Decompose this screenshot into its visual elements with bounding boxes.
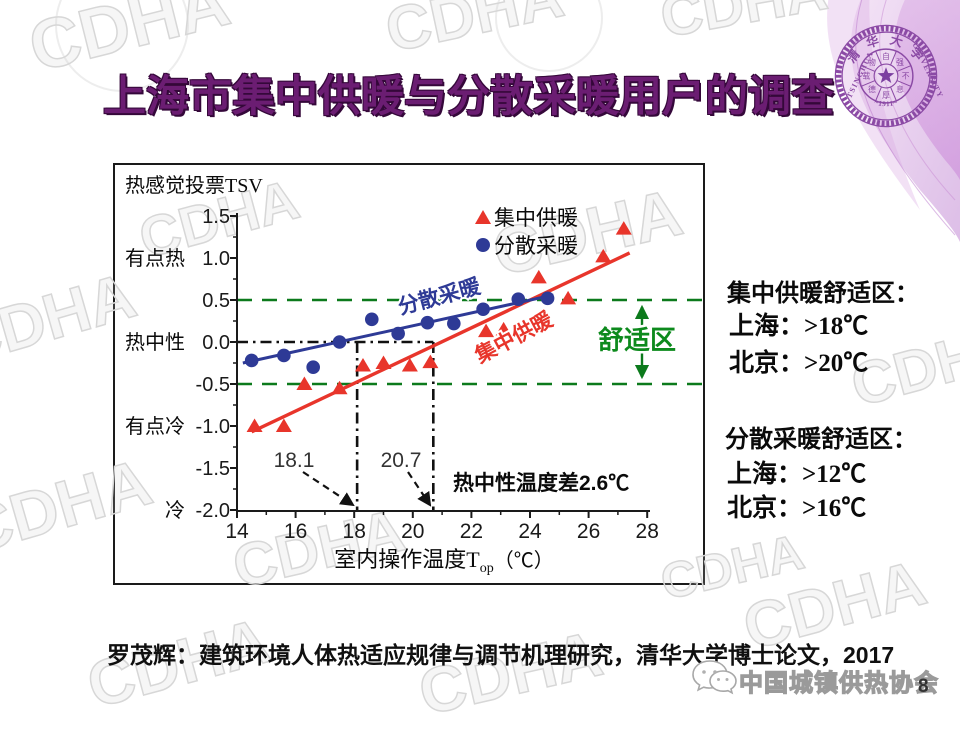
seal-rope-ring <box>835 25 937 127</box>
svg-text:载: 载 <box>862 71 870 81</box>
x-tick-label: 20 <box>401 520 424 543</box>
citation-text: 罗茂辉：建筑环境人体热适应规律与调节机理研究，清华大学博士论文，2017 <box>107 642 895 668</box>
y-tick-label: 1.5 <box>202 206 230 228</box>
svg-text:物: 物 <box>868 57 876 67</box>
seal-year: ~1911~ <box>873 98 898 108</box>
distributed-comfort-heading: 分散采暖舒适区： <box>725 427 917 453</box>
svg-text:自: 自 <box>882 51 890 61</box>
series-points-centralized <box>246 221 632 432</box>
centralized-comfort-beijing: 北京：>20℃ <box>729 350 869 377</box>
seal-spokes <box>861 51 911 101</box>
pointer-arrow-20 <box>407 471 432 507</box>
pointer-arrow-18 <box>302 471 355 507</box>
legend-triangle-icon <box>475 210 491 224</box>
association-name: 中国城镇供热协会 <box>738 669 939 697</box>
centralized-comfort-heading: 集中供暖舒适区： <box>727 281 919 307</box>
trend-line-centralized <box>250 251 631 434</box>
y-semantic-label: 有点热 <box>125 247 185 270</box>
y-tick-label: 1.0 <box>202 248 230 270</box>
corner-flourish-decoration <box>827 0 960 250</box>
watermark-text: CDHA <box>379 0 570 67</box>
x-axis-title: 室内操作温度Top（℃） <box>334 547 553 576</box>
comfort-zone-label: 舒适区 <box>598 325 676 355</box>
neutral-temp-label-centralized: 20.7 <box>381 449 422 472</box>
x-tick-label: 22 <box>460 520 483 543</box>
page-number: 8 <box>918 676 929 697</box>
x-tick-label: 16 <box>284 520 307 543</box>
y-tick-label: -1.5 <box>196 458 230 480</box>
neutral-temp-label-distributed: 18.1 <box>274 449 315 472</box>
y-semantic-label: 冷 <box>165 499 185 522</box>
y-tick-label: -2.0 <box>196 500 230 522</box>
svg-text:不: 不 <box>902 72 910 81</box>
legend-label-centralized: 集中供暖 <box>494 206 578 230</box>
x-tick-label: 24 <box>518 520 542 543</box>
seal-motto-chars: 自 强 不 息 厚 德 载 物 <box>862 51 909 100</box>
x-tick-label: 14 <box>225 520 249 543</box>
y-semantic-label: 有点冷 <box>125 415 185 438</box>
y-tick-label: 0.5 <box>202 290 230 312</box>
series-points-distributed <box>244 291 555 374</box>
svg-text:德: 德 <box>868 84 876 94</box>
x-tick-label: 28 <box>636 520 659 543</box>
distributed-comfort-shanghai: 上海：>12℃ <box>727 461 867 488</box>
chart-panel <box>113 163 705 585</box>
watermark-text: CDHA <box>412 616 610 729</box>
y-semantic-label: 热中性 <box>125 331 185 354</box>
distributed-comfort-beijing: 北京：>16℃ <box>727 495 867 522</box>
y-axis-title: 热感觉投票TSV <box>125 174 263 197</box>
x-tick-label: 18 <box>343 520 366 543</box>
x-tick-label: 26 <box>577 520 600 543</box>
neutral-diff-label: 热中性温度差2.6℃ <box>453 471 629 495</box>
wechat-logo-icon <box>692 660 737 695</box>
seal-star-icon <box>877 67 895 84</box>
legend-label-distributed: 分散采暖 <box>494 234 578 258</box>
svg-text:厚: 厚 <box>882 91 890 100</box>
y-tick-label: 0.0 <box>202 332 230 354</box>
y-tick-label: -0.5 <box>196 374 230 396</box>
y-tick-label: -1.0 <box>196 416 230 438</box>
svg-text:息: 息 <box>896 84 904 94</box>
centralized-comfort-shanghai: 上海：>18℃ <box>729 313 869 340</box>
slide-title: 上海市集中供暖与分散采暖用户的调查 <box>103 73 834 121</box>
legend-circle-icon <box>476 238 490 252</box>
svg-text:强: 强 <box>896 58 904 67</box>
university-seal: 清 华 大 学 ~1911~ TSINGHUA UNIVERSITY 自 强 不… <box>834 24 945 128</box>
